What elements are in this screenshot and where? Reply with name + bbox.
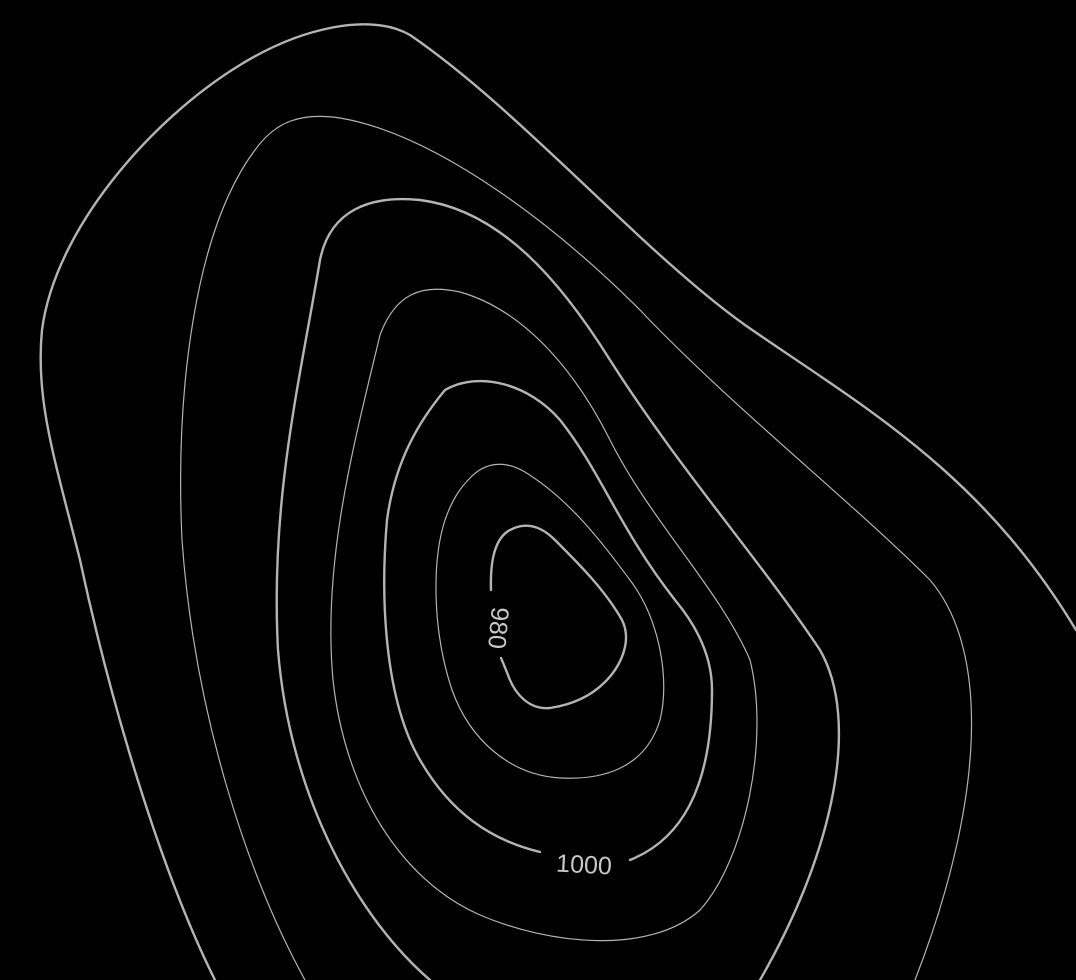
contour-label-980: 980 xyxy=(482,606,514,650)
contour-line-4 xyxy=(330,288,758,942)
contour-line-inner xyxy=(489,524,628,710)
contour-line-outer-1 xyxy=(39,23,1076,980)
contour-line-5 xyxy=(383,379,714,862)
contour-label-1000: 1000 xyxy=(555,850,612,881)
contour-line-3 xyxy=(275,197,841,980)
contour-line-outer-2 xyxy=(180,115,973,980)
contour-line-6 xyxy=(435,463,665,779)
